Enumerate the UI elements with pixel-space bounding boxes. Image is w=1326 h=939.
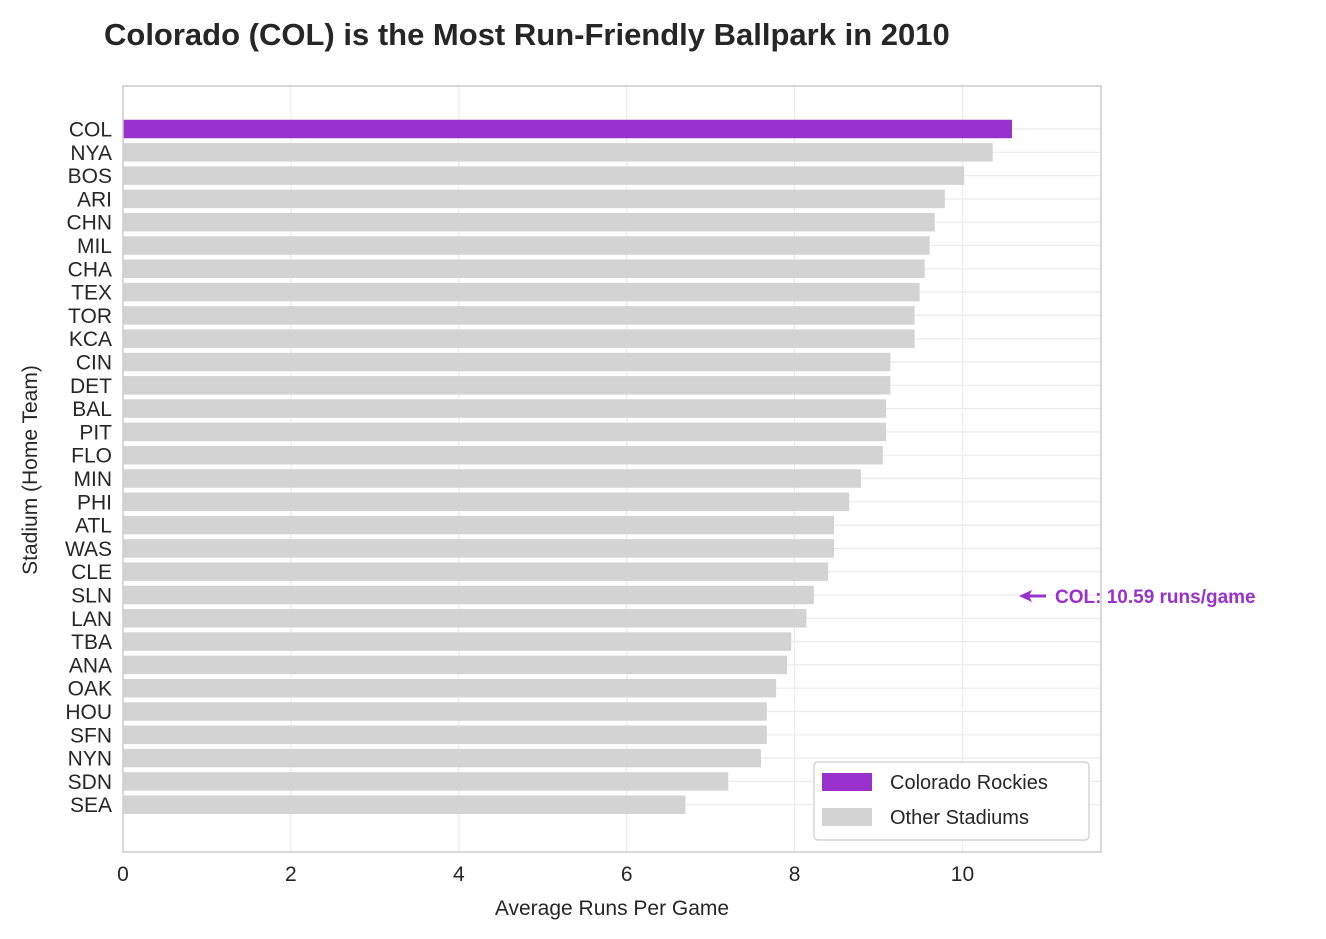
x-axis-ticks: 0 2 4 6 8 10 (117, 863, 974, 886)
bar-kca (123, 329, 915, 348)
y-axis-label: Stadium (Home Team) (19, 365, 42, 575)
y-tick-label-cin: CIN (76, 352, 112, 375)
legend-swatch (822, 773, 872, 791)
bar-cin (123, 352, 891, 372)
annotation-arrow-head (1019, 590, 1032, 602)
y-tick-label-pit: PIT (79, 421, 112, 444)
bar-ari (123, 189, 945, 209)
bar-tex (123, 282, 920, 302)
x-tick-label: 0 (117, 863, 129, 886)
y-tick-label-cha: CHA (68, 258, 112, 281)
y-tick-label-bos: BOS (68, 165, 112, 188)
y-axis-ticks: COLNYABOSARICHNMILCHATEXTORKCACINDETBALP… (65, 119, 112, 818)
y-tick-label-ana: ANA (69, 654, 112, 677)
bar-tor (123, 306, 915, 325)
y-tick-label-tor: TOR (68, 305, 112, 328)
x-tick-label: 2 (285, 863, 297, 886)
legend-label: Other Stadiums (890, 807, 1029, 829)
legend: Colorado Rockies Other Stadiums (813, 761, 1090, 841)
y-tick-label-cle: CLE (71, 561, 112, 584)
y-tick-label-mil: MIL (77, 235, 112, 258)
x-tick-label: 10 (951, 863, 974, 886)
x-axis-label: Average Runs Per Game (495, 897, 729, 920)
y-tick-label-bal: BAL (72, 398, 112, 421)
y-tick-label-nyn: NYN (68, 748, 112, 771)
bar-lan (123, 609, 807, 628)
bar-ana (123, 655, 788, 675)
bar-phi (123, 492, 850, 512)
legend-swatch (822, 808, 872, 826)
bar-sdn (123, 772, 729, 791)
y-tick-label-tex: TEX (71, 282, 112, 305)
bar-bos (123, 166, 965, 185)
bar-flo (123, 445, 883, 465)
y-tick-label-atl: ATL (75, 515, 112, 538)
y-tick-label-sfn: SFN (70, 724, 112, 747)
bar-sea (123, 795, 686, 814)
bar-nya (123, 143, 993, 162)
bar-chn (123, 212, 935, 232)
y-tick-label-sea: SEA (70, 794, 112, 817)
y-tick-label-oak: OAK (68, 678, 112, 701)
y-tick-label-phi: PHI (77, 491, 112, 514)
bar-pit (123, 422, 887, 442)
y-tick-label-kca: KCA (69, 328, 112, 351)
bar-sln (123, 585, 814, 605)
y-tick-label-tba: TBA (71, 631, 112, 654)
x-tick-label: 6 (621, 863, 633, 886)
annotation: COL: 10.59 runs/game (1019, 587, 1256, 608)
plot-frame (122, 85, 1102, 853)
bar-min (123, 469, 861, 488)
bar-nyn (123, 748, 762, 768)
y-tick-label-was: WAS (65, 538, 112, 561)
y-tick-label-det: DET (70, 375, 112, 398)
y-tick-label-sln: SLN (71, 585, 112, 608)
y-tick-label-nya: NYA (70, 142, 112, 165)
y-tick-label-flo: FLO (71, 445, 112, 468)
y-tick-label-ari: ARI (77, 188, 112, 211)
bar-sfn (123, 725, 767, 745)
y-tick-label-sdn: SDN (68, 771, 112, 794)
bar-cle (123, 562, 829, 581)
x-tick-label: 4 (453, 863, 465, 886)
bar-mil (123, 236, 930, 255)
y-tick-label-chn: CHN (67, 212, 113, 235)
legend-box (813, 761, 1090, 841)
annotation-label: COL: 10.59 runs/game (1055, 587, 1256, 608)
bar-det (123, 376, 891, 395)
legend-label: Colorado Rockies (890, 772, 1048, 794)
bar-bal (123, 399, 887, 418)
y-tick-label-col: COL (69, 119, 112, 142)
bar-col (123, 119, 1013, 139)
bar-tba (123, 632, 792, 651)
bar-hou (123, 702, 767, 721)
bars (123, 119, 1013, 814)
y-tick-label-lan: LAN (71, 608, 112, 631)
x-tick-label: 8 (789, 863, 801, 886)
y-tick-label-hou: HOU (65, 701, 112, 724)
chart-title: Colorado (COL) is the Most Run-Friendly … (104, 17, 950, 52)
y-tick-label-min: MIN (74, 468, 113, 491)
bar-was (123, 539, 835, 558)
bar-atl (123, 515, 835, 535)
axes-frame (122, 85, 1102, 853)
bar-oak (123, 678, 777, 698)
bar-cha (123, 259, 925, 279)
